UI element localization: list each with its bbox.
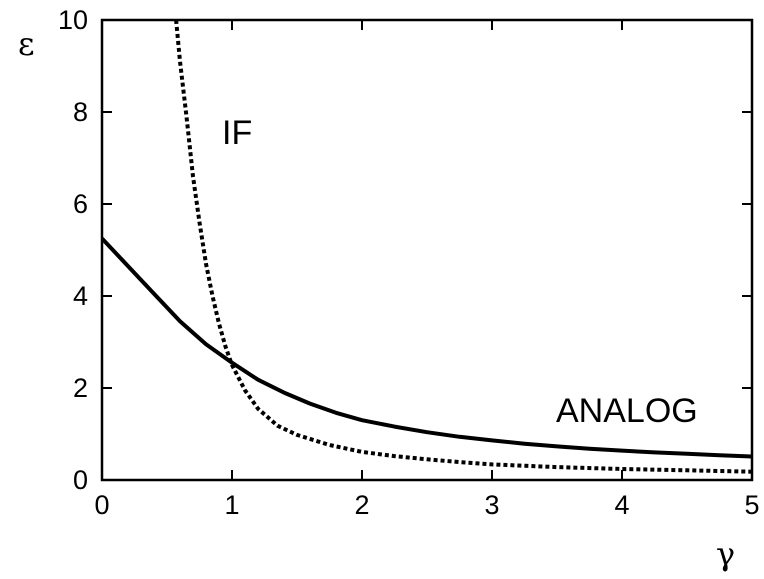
- y-axis-label: ε: [18, 25, 35, 63]
- series-line-analog: [102, 237, 752, 459]
- x-tick-label: 0: [94, 490, 109, 520]
- y-tick-label: 6: [73, 189, 88, 219]
- annotation-if: IF: [222, 114, 252, 152]
- x-tick-label: 5: [744, 490, 759, 520]
- axis-ticks: [101, 19, 753, 481]
- y-tick-label: 10: [58, 5, 88, 35]
- y-tick-label: 2: [73, 373, 88, 403]
- x-tick-label: 4: [614, 490, 629, 520]
- y-tick-label: 4: [73, 281, 88, 311]
- y-tick-label: 0: [73, 465, 88, 495]
- x-axis-label: γ: [716, 535, 735, 573]
- y-tick-label: 8: [73, 97, 88, 127]
- x-tick-label: 3: [484, 490, 499, 520]
- plot-frame: [100, 18, 754, 482]
- series-line-if: [174, 20, 752, 474]
- annotation-analog: ANALOG: [556, 392, 698, 430]
- x-tick-label: 2: [354, 490, 369, 520]
- x-tick-label: 1: [224, 490, 239, 520]
- series-group: [102, 20, 752, 474]
- tick-labels: 0 1 2 3 4 5 0 2 4 6 8 10: [58, 5, 760, 520]
